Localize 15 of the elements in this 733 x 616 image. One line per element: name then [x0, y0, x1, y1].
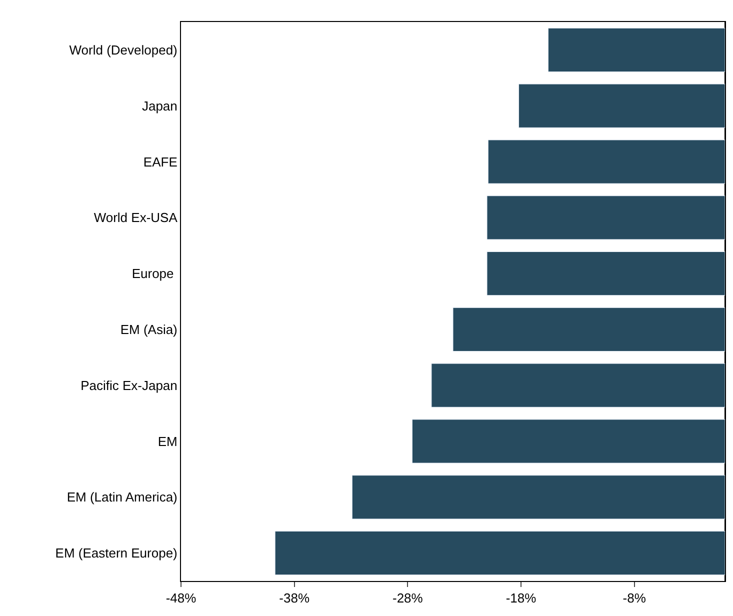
- x-tick-label: -38%: [279, 590, 310, 606]
- y-tick-label: World Ex-USA: [94, 210, 178, 226]
- x-tick-label: -8%: [622, 590, 646, 606]
- y-tick-label: EM (Asia): [120, 322, 178, 337]
- y-tick-label: Europe: [132, 266, 178, 282]
- x-tick-label: -48%: [166, 590, 197, 606]
- y-tick-label: EM (Latin America): [66, 490, 178, 505]
- x-tick-label: -28%: [392, 590, 424, 606]
- y-tick-label: EM (Eastern Europe): [55, 546, 178, 561]
- y-tick-label: EAFE: [143, 154, 178, 170]
- y-tick-label: World (Developed): [69, 42, 178, 58]
- y-tick-label: Japan: [142, 98, 178, 114]
- y-tick-label: EM: [158, 434, 178, 449]
- x-tick-label: -18%: [506, 590, 537, 606]
- y-tick-label: Pacific Ex-Japan: [80, 378, 178, 393]
